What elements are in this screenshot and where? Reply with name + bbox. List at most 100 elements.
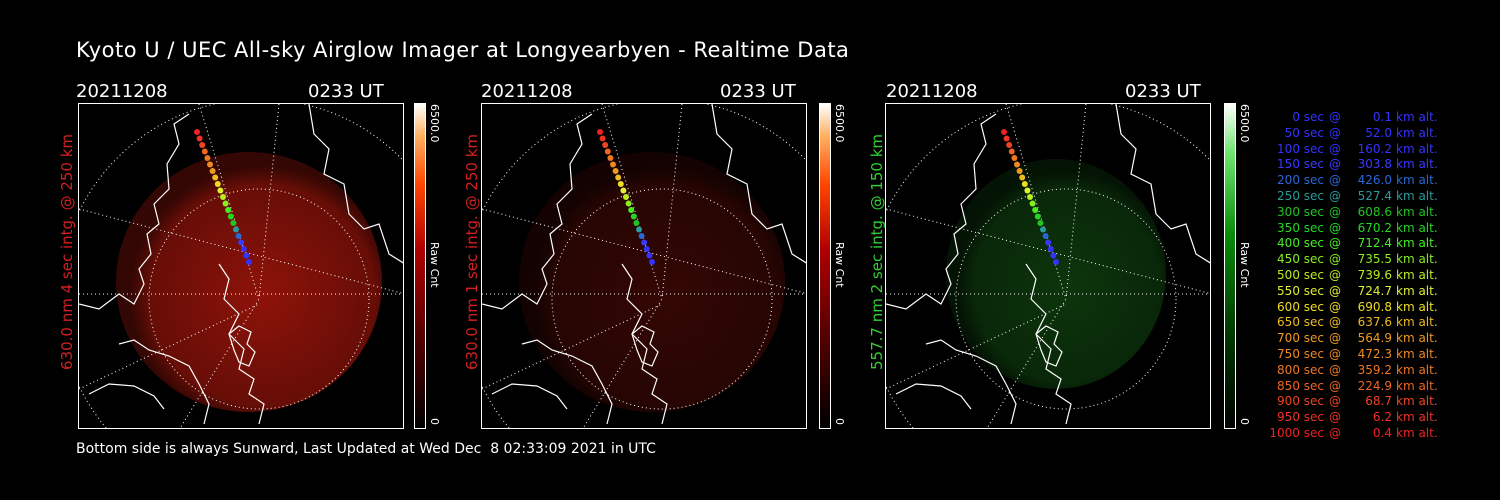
coastline bbox=[218, 263, 265, 425]
grid-line bbox=[482, 208, 806, 294]
legend-unit: km alt. bbox=[1396, 410, 1438, 425]
legend-sec: 350 sec bbox=[1277, 220, 1324, 235]
legend-at: @ bbox=[1329, 252, 1341, 267]
trajectory-point bbox=[235, 233, 242, 239]
trajectory-point bbox=[1008, 148, 1015, 155]
coastline bbox=[886, 113, 997, 310]
legend-at: @ bbox=[1329, 141, 1341, 156]
legend-alt: 690.8 bbox=[1357, 299, 1392, 314]
legend-alt: 6.2 bbox=[1372, 410, 1392, 425]
trajectory-point bbox=[649, 259, 655, 265]
legend-at: @ bbox=[1329, 110, 1341, 124]
legend-unit: km alt. bbox=[1396, 141, 1438, 156]
coastline bbox=[482, 113, 593, 310]
panel-2-date: 20211208 bbox=[481, 81, 573, 102]
legend-at: @ bbox=[1329, 283, 1341, 298]
legend-at: @ bbox=[1329, 125, 1341, 140]
legend-at: @ bbox=[1329, 236, 1341, 251]
trajectory-point bbox=[1032, 207, 1039, 213]
grid-line bbox=[661, 104, 683, 300]
legend-at: @ bbox=[1329, 362, 1341, 377]
legend-unit: km alt. bbox=[1396, 267, 1438, 282]
panel-1-allsky-image bbox=[78, 103, 404, 429]
legend-item: 0 sec @0.1 km alt. bbox=[1262, 110, 1442, 126]
trajectory-point bbox=[1024, 187, 1031, 194]
trajectory-point bbox=[612, 168, 619, 174]
legend-unit: km alt. bbox=[1396, 283, 1438, 298]
legend-alt: 724.7 bbox=[1357, 283, 1392, 298]
legend-item: 250 sec @527.4 km alt. bbox=[1262, 189, 1442, 205]
trajectory-point bbox=[604, 148, 611, 155]
trajectory-point bbox=[641, 239, 648, 246]
allsky-map bbox=[886, 104, 1210, 428]
trajectory-point bbox=[194, 129, 200, 135]
legend-sec: 850 sec bbox=[1277, 378, 1324, 393]
trajectory-point bbox=[1045, 239, 1052, 246]
legend-alt: 224.9 bbox=[1357, 378, 1392, 393]
panel-3-colorbar bbox=[1224, 103, 1236, 429]
legend-item: 900 sec @68.7 km alt. bbox=[1262, 394, 1442, 410]
grid-line bbox=[1065, 104, 1087, 300]
trajectory-point bbox=[633, 220, 640, 226]
panel-3-colorbar-max: 6500.0 bbox=[1238, 104, 1251, 143]
legend-unit: km alt. bbox=[1396, 188, 1438, 203]
coastline bbox=[228, 325, 256, 367]
legend-unit: km alt. bbox=[1396, 378, 1438, 393]
coastline bbox=[79, 113, 190, 310]
legend-item: 450 sec @735.5 km alt. bbox=[1262, 252, 1442, 268]
legend-sec: 100 sec bbox=[1277, 141, 1324, 156]
trajectory-point bbox=[602, 142, 609, 148]
legend-alt: 527.4 bbox=[1357, 188, 1392, 203]
coastline bbox=[308, 104, 403, 264]
panel-3-time: 0233 UT bbox=[1125, 81, 1201, 102]
legend-unit: km alt. bbox=[1396, 157, 1438, 172]
trajectory-point bbox=[1034, 213, 1041, 220]
trajectory-point bbox=[243, 252, 250, 259]
legend-item: 300 sec @608.6 km alt. bbox=[1262, 205, 1442, 221]
legend-at: @ bbox=[1329, 378, 1341, 393]
legend-unit: km alt. bbox=[1396, 236, 1438, 251]
legend-item: 1000 sec @0.4 km alt. bbox=[1262, 426, 1442, 442]
legend-sec: 250 sec bbox=[1277, 188, 1324, 203]
trajectory-point bbox=[597, 129, 603, 135]
legend-sec: 1000 sec bbox=[1269, 425, 1324, 440]
trajectory-point bbox=[615, 174, 622, 181]
trajectory-point bbox=[1042, 233, 1049, 239]
panel-2-time: 0233 UT bbox=[720, 81, 796, 102]
trajectory-point bbox=[617, 181, 624, 187]
legend-item: 850 sec @224.9 km alt. bbox=[1262, 379, 1442, 395]
panel-1-colorbar-unit: Raw Cnt bbox=[428, 242, 441, 288]
grid-line bbox=[79, 208, 403, 294]
legend-alt: 472.3 bbox=[1357, 346, 1392, 361]
legend-sec: 200 sec bbox=[1277, 173, 1324, 188]
legend-unit: km alt. bbox=[1396, 252, 1438, 267]
legend-item: 350 sec @670.2 km alt. bbox=[1262, 221, 1442, 237]
panel-2-colorbar-unit: Raw Cnt bbox=[833, 242, 846, 288]
legend-sec: 900 sec bbox=[1277, 394, 1324, 409]
panel-3-colorbar-min: 0 bbox=[1238, 418, 1251, 425]
legend-alt: 68.7 bbox=[1365, 394, 1392, 409]
coastline bbox=[1025, 263, 1072, 425]
legend-sec: 50 sec bbox=[1284, 125, 1324, 140]
trajectory-point bbox=[207, 161, 213, 168]
trajectory-point bbox=[623, 194, 629, 200]
grid-line bbox=[179, 298, 260, 428]
legend-at: @ bbox=[1329, 410, 1341, 425]
legend-alt: 0.1 bbox=[1372, 110, 1392, 124]
legend-alt: 0.4 bbox=[1372, 425, 1392, 440]
panel-1-colorbar-min: 0 bbox=[428, 418, 441, 425]
legend-alt: 160.2 bbox=[1357, 141, 1392, 156]
allsky-map bbox=[79, 104, 403, 428]
trajectory-point bbox=[628, 207, 635, 213]
grid-line bbox=[986, 298, 1067, 428]
legend-sec: 650 sec bbox=[1277, 315, 1324, 330]
legend-alt: 564.9 bbox=[1357, 331, 1392, 346]
legend-sec: 600 sec bbox=[1277, 299, 1324, 314]
legend-item: 500 sec @739.6 km alt. bbox=[1262, 268, 1442, 284]
legend-alt: 637.6 bbox=[1357, 315, 1392, 330]
trajectory-point bbox=[646, 252, 653, 259]
panel-2-colorbar bbox=[819, 103, 831, 429]
trajectory-point bbox=[1040, 226, 1046, 233]
legend-item: 150 sec @303.8 km alt. bbox=[1262, 157, 1442, 173]
legend-sec: 550 sec bbox=[1277, 283, 1324, 298]
